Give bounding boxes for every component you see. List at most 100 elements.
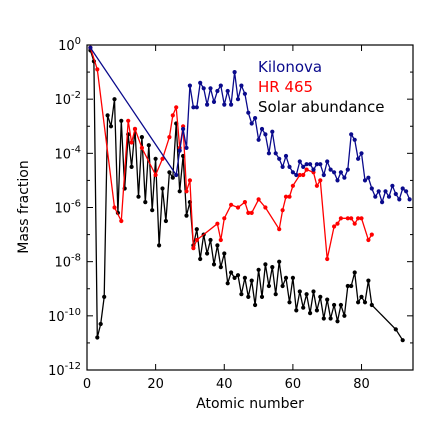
data-point-kilonova bbox=[294, 172, 299, 178]
data-point-hr-465 bbox=[263, 205, 268, 210]
data-point-hr-465 bbox=[332, 224, 337, 229]
data-point-kilonova bbox=[397, 197, 402, 202]
data-point-hr-465 bbox=[301, 172, 306, 178]
y-axis-ticks: 100 10-2 10-4 10-6 10-8 10-10 10-12 bbox=[48, 36, 413, 379]
data-point-solar-abundance bbox=[280, 283, 285, 289]
data-point-kilonova bbox=[222, 102, 227, 107]
data-point-solar-abundance bbox=[119, 118, 124, 123]
data-point-solar-abundance bbox=[246, 294, 251, 299]
data-point-hr-465 bbox=[349, 216, 354, 221]
data-point-solar-abundance bbox=[102, 294, 107, 299]
data-point-solar-abundance bbox=[301, 305, 306, 310]
series-line-kilonova bbox=[89, 47, 411, 205]
data-point-kilonova bbox=[359, 151, 364, 156]
data-point-solar-abundance bbox=[287, 300, 292, 305]
data-point-hr-465 bbox=[119, 218, 124, 224]
data-point-kilonova bbox=[349, 132, 354, 137]
data-point-solar-abundance bbox=[146, 143, 151, 148]
data-point-solar-abundance bbox=[215, 243, 220, 248]
data-point-solar-abundance bbox=[362, 300, 368, 305]
data-point-kilonova bbox=[191, 105, 196, 110]
data-point-kilonova bbox=[321, 172, 326, 178]
data-point-solar-abundance bbox=[318, 294, 323, 299]
data-point-solar-abundance bbox=[222, 251, 227, 256]
data-point-kilonova bbox=[249, 121, 254, 126]
data-point-hr-465 bbox=[359, 216, 364, 221]
data-point-kilonova bbox=[386, 194, 392, 199]
data-point-kilonova bbox=[177, 148, 182, 153]
data-point-solar-abundance bbox=[95, 335, 100, 340]
y-tick-label: 10-4 bbox=[54, 144, 81, 162]
data-point-kilonova bbox=[184, 145, 189, 150]
data-point-solar-abundance bbox=[253, 302, 258, 308]
data-point-solar-abundance bbox=[273, 292, 278, 297]
y-tick-label: 10-2 bbox=[54, 90, 81, 108]
data-point-hr-465 bbox=[283, 194, 289, 199]
data-point-solar-abundance bbox=[297, 289, 302, 294]
data-point-kilonova bbox=[194, 105, 199, 110]
data-point-hr-465 bbox=[229, 202, 234, 207]
data-point-solar-abundance bbox=[311, 289, 316, 294]
data-point-solar-abundance bbox=[304, 292, 309, 297]
data-point-kilonova bbox=[174, 172, 179, 178]
series-layer bbox=[88, 45, 412, 343]
data-point-solar-abundance bbox=[366, 278, 371, 283]
data-point-kilonova bbox=[366, 175, 371, 180]
data-point-kilonova bbox=[308, 162, 313, 167]
data-point-kilonova bbox=[318, 162, 323, 167]
x-tick-label: 60 bbox=[285, 377, 302, 392]
data-point-kilonova bbox=[283, 153, 289, 159]
y-axis-label: Mass fraction bbox=[16, 160, 32, 253]
data-point-solar-abundance bbox=[349, 283, 354, 289]
data-point-solar-abundance bbox=[345, 283, 350, 289]
data-point-hr-465 bbox=[249, 210, 254, 215]
plot-frame bbox=[86, 44, 414, 371]
data-point-solar-abundance bbox=[112, 97, 117, 102]
data-point-solar-abundance bbox=[270, 265, 275, 270]
data-point-kilonova bbox=[205, 102, 210, 107]
data-point-solar-abundance bbox=[308, 311, 313, 316]
data-point-hr-465 bbox=[345, 216, 350, 221]
data-point-hr-465 bbox=[297, 172, 302, 178]
data-point-kilonova bbox=[187, 83, 192, 88]
data-point-solar-abundance bbox=[352, 270, 357, 275]
data-point-solar-abundance bbox=[139, 135, 144, 140]
data-point-solar-abundance bbox=[184, 213, 189, 218]
data-point-solar-abundance bbox=[335, 319, 340, 324]
data-point-hr-465 bbox=[352, 221, 357, 226]
data-point-kilonova bbox=[352, 137, 357, 142]
data-point-kilonova bbox=[273, 151, 278, 156]
data-point-solar-abundance bbox=[321, 316, 326, 321]
x-axis-label: Atomic number bbox=[196, 396, 304, 412]
data-point-solar-abundance bbox=[211, 262, 217, 267]
data-point-kilonova bbox=[201, 86, 206, 91]
data-point-solar-abundance bbox=[328, 316, 333, 321]
data-point-solar-abundance bbox=[266, 283, 271, 289]
data-point-solar-abundance bbox=[105, 113, 110, 118]
data-point-kilonova bbox=[345, 167, 350, 172]
data-point-solar-abundance bbox=[208, 237, 213, 243]
data-point-solar-abundance bbox=[332, 302, 337, 308]
data-point-kilonova bbox=[325, 159, 330, 164]
data-point-solar-abundance bbox=[290, 275, 295, 280]
data-point-hr-465 bbox=[287, 194, 292, 199]
data-point-kilonova bbox=[256, 137, 261, 142]
data-point-kilonova bbox=[383, 189, 388, 194]
data-point-hr-465 bbox=[356, 216, 361, 221]
data-point-solar-abundance bbox=[167, 170, 172, 175]
data-point-hr-465 bbox=[338, 216, 343, 221]
data-point-kilonova bbox=[362, 178, 368, 183]
data-point-solar-abundance bbox=[160, 186, 165, 191]
data-point-hr-465 bbox=[139, 145, 144, 150]
data-point-kilonova bbox=[235, 97, 241, 102]
data-point-kilonova bbox=[338, 170, 343, 175]
data-point-kilonova bbox=[390, 183, 395, 188]
data-point-kilonova bbox=[259, 126, 265, 132]
data-point-kilonova bbox=[208, 86, 213, 91]
data-point-kilonova bbox=[181, 126, 186, 132]
data-point-kilonova bbox=[314, 162, 319, 167]
y-tick-label: 100 bbox=[58, 36, 81, 54]
data-point-solar-abundance bbox=[393, 327, 398, 332]
data-point-kilonova bbox=[211, 99, 217, 104]
